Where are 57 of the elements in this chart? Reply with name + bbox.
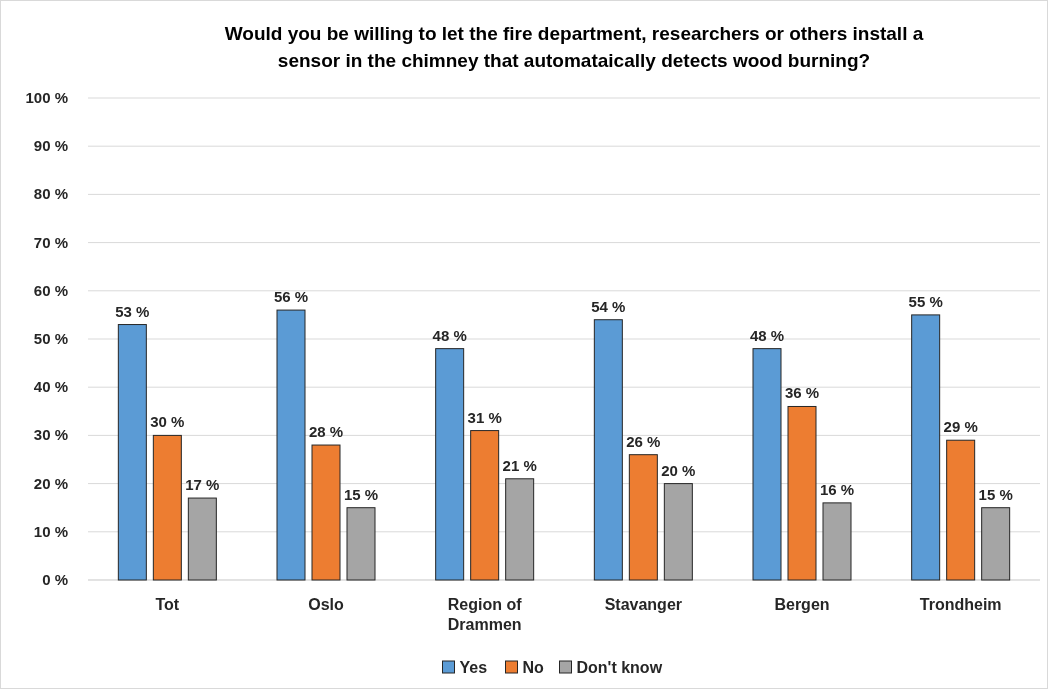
- data-label: 20 %: [661, 461, 696, 479]
- y-tick-label: 20 %: [33, 474, 68, 492]
- data-label: 54 %: [591, 297, 626, 315]
- bar: [187, 497, 217, 581]
- y-tick-label: 70 %: [33, 233, 68, 251]
- x-tick-label: Stavanger: [604, 596, 683, 613]
- chart-title: Would you be willing to let the fire department, researchers or others install a sensor in the chimney that automataically detects wood burning?: [224, 23, 924, 71]
- data-label: 31 %: [467, 408, 502, 426]
- x-tick-label: Trondheim: [919, 596, 1002, 613]
- data-label: 28 %: [308, 423, 344, 441]
- bar: [946, 439, 976, 581]
- legend-label: Don't know: [576, 659, 663, 676]
- data-label: 15 %: [978, 485, 1013, 503]
- bar: [311, 444, 341, 581]
- data-label: 21 %: [502, 456, 537, 474]
- x-tick-label: Tot: [155, 596, 180, 613]
- data-label: 48 %: [432, 326, 467, 344]
- y-tick-label: 100 %: [25, 89, 68, 106]
- bar: [470, 430, 500, 581]
- bar: [505, 478, 535, 581]
- bar: [435, 348, 465, 581]
- bar: [822, 502, 852, 581]
- data-label: 15 %: [343, 485, 379, 503]
- data-label: 53 %: [115, 302, 150, 320]
- data-label: 30 %: [150, 413, 185, 431]
- y-tick-label: 40 %: [33, 378, 68, 396]
- bar: [628, 454, 658, 581]
- bar: [787, 405, 817, 581]
- y-tick-label: 10 %: [33, 522, 68, 540]
- legend-label: No: [522, 659, 545, 676]
- y-tick-label: 60 %: [33, 281, 68, 299]
- x-tick-label: Region of Drammen: [447, 596, 523, 633]
- data-label: 36 %: [784, 384, 820, 402]
- bar: [117, 324, 147, 581]
- bar: [593, 319, 623, 581]
- y-tick-label: 80 %: [33, 185, 68, 203]
- bar: [663, 483, 693, 581]
- data-label: 48 %: [749, 326, 785, 344]
- bar: [346, 507, 376, 581]
- x-tick-label: Bergen: [774, 596, 830, 613]
- data-label: 16 %: [819, 480, 855, 498]
- y-tick-label: 90 %: [33, 137, 68, 155]
- legend-label: Yes: [459, 659, 488, 676]
- bar: [911, 314, 941, 581]
- data-label: 17 %: [185, 476, 220, 494]
- data-label: 26 %: [626, 432, 661, 450]
- data-label: 29 %: [943, 418, 978, 436]
- data-label: 55 %: [908, 292, 943, 310]
- y-tick-label: 50 %: [33, 330, 68, 347]
- data-label: 56 %: [273, 288, 309, 306]
- y-tick-label: 30 %: [33, 426, 68, 444]
- x-tick-label: Oslo: [308, 596, 345, 613]
- bar: [981, 507, 1011, 581]
- bar: [152, 434, 182, 581]
- bar: [752, 348, 782, 581]
- y-tick-label: 0 %: [42, 571, 68, 588]
- bar: [276, 309, 306, 581]
